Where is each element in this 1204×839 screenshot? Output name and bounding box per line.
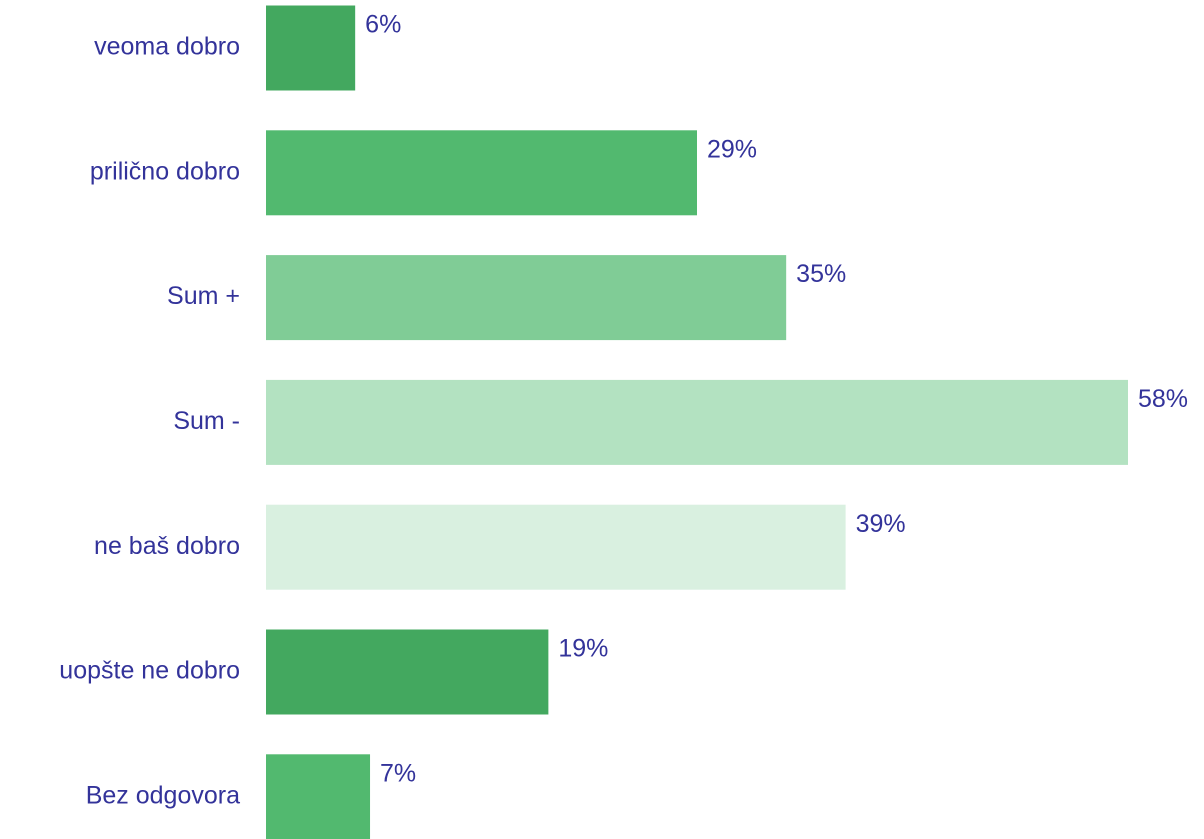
bar bbox=[266, 504, 846, 590]
category-label: uopšte ne dobro bbox=[59, 657, 240, 685]
value-label: 7% bbox=[380, 759, 416, 787]
bar bbox=[266, 379, 1128, 465]
category-label: Sum + bbox=[167, 282, 240, 310]
bar bbox=[266, 255, 787, 341]
bar bbox=[266, 130, 697, 216]
category-label: veoma dobro bbox=[94, 33, 240, 61]
bar bbox=[266, 5, 356, 91]
category-label: Bez odgovora bbox=[86, 781, 240, 809]
category-label: prilično dobro bbox=[90, 157, 240, 185]
category-label: Sum - bbox=[173, 407, 240, 435]
value-label: 29% bbox=[707, 135, 757, 163]
value-label: 58% bbox=[1138, 385, 1188, 413]
value-label: 6% bbox=[365, 11, 401, 39]
bar bbox=[266, 754, 371, 839]
value-label: 39% bbox=[856, 510, 906, 538]
value-label: 19% bbox=[558, 635, 608, 663]
bar bbox=[266, 629, 549, 715]
category-label: ne baš dobro bbox=[94, 532, 240, 560]
value-label: 35% bbox=[796, 260, 846, 288]
